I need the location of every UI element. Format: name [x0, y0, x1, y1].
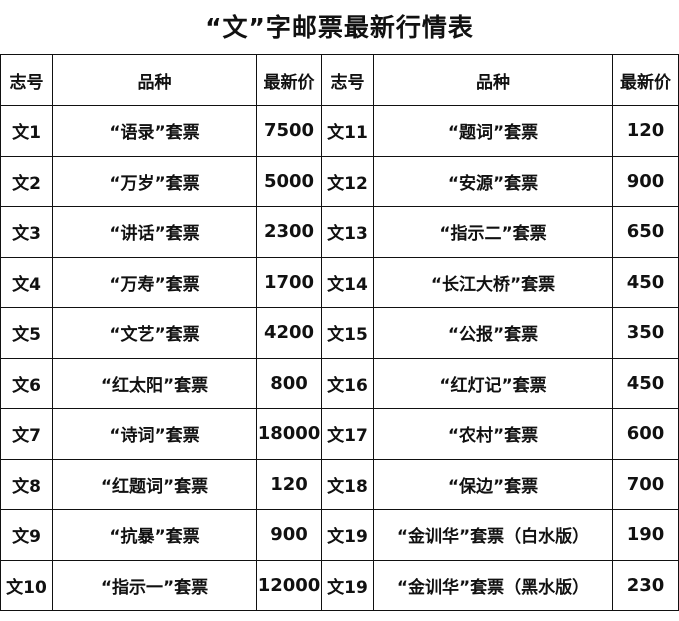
stamp-price: 800 — [256, 357, 322, 409]
stamp-variety: “金训华”套票（白水版） — [373, 509, 613, 561]
stamp-variety: “安源”套票 — [373, 155, 613, 207]
stamp-code: 文13 — [321, 206, 374, 258]
header-row: 志号 品种 最新价 志号 品种 最新价 — [0, 54, 679, 106]
stamp-variety: “保边”套票 — [373, 458, 613, 510]
stamp-code: 文2 — [0, 155, 53, 207]
stamp-code: 文3 — [0, 206, 53, 258]
stamp-code: 文7 — [0, 408, 53, 460]
stamp-price: 5000 — [256, 155, 322, 207]
header-variety: 品种 — [373, 54, 613, 106]
stamp-price: 120 — [256, 458, 322, 510]
stamp-code: 文17 — [321, 408, 374, 460]
stamp-price: 900 — [612, 155, 679, 207]
stamp-variety: “抗暴”套票 — [52, 509, 257, 561]
stamp-variety: “红太阳”套票 — [52, 357, 257, 409]
stamp-variety: “红灯记”套票 — [373, 357, 613, 409]
stamp-price: 650 — [612, 206, 679, 258]
stamp-price: 12000 — [256, 559, 322, 611]
stamp-price: 450 — [612, 256, 679, 308]
header-code: 志号 — [0, 54, 53, 106]
stamp-variety: “红题词”套票 — [52, 458, 257, 510]
stamp-price: 350 — [612, 307, 679, 359]
table-row: 文7 “诗词”套票 18000 文17 “农村”套票 600 — [0, 408, 679, 460]
stamp-code: 文18 — [321, 458, 374, 510]
stamp-price: 120 — [612, 105, 679, 157]
stamp-code: 文6 — [0, 357, 53, 409]
header-variety: 品种 — [52, 54, 257, 106]
table-row: 文10 “指示一”套票 12000 文19 “金训华”套票（黑水版） 230 — [0, 559, 679, 611]
table-row: 文3 “讲话”套票 2300 文13 “指示二”套票 650 — [0, 206, 679, 258]
stamp-variety: “语录”套票 — [52, 105, 257, 157]
stamp-code: 文19 — [321, 559, 374, 611]
table-row: 文4 “万寿”套票 1700 文14 “长江大桥”套票 450 — [0, 256, 679, 308]
stamp-code: 文10 — [0, 559, 53, 611]
stamp-variety: “指示一”套票 — [52, 559, 257, 611]
stamp-code: 文15 — [321, 307, 374, 359]
header-price: 最新价 — [612, 54, 679, 106]
stamp-variety: “农村”套票 — [373, 408, 613, 460]
stamp-code: 文16 — [321, 357, 374, 409]
stamp-price: 4200 — [256, 307, 322, 359]
stamp-code: 文14 — [321, 256, 374, 308]
stamp-price: 190 — [612, 509, 679, 561]
stamp-variety: “诗词”套票 — [52, 408, 257, 460]
stamp-price: 600 — [612, 408, 679, 460]
header-code: 志号 — [321, 54, 374, 106]
header-price: 最新价 — [256, 54, 322, 106]
stamp-price: 2300 — [256, 206, 322, 258]
table-row: 文1 “语录”套票 7500 文11 “题词”套票 120 — [0, 105, 679, 157]
table-row: 文9 “抗暴”套票 900 文19 “金训华”套票（白水版） 190 — [0, 509, 679, 561]
stamp-price: 18000 — [256, 408, 322, 460]
stamp-code: 文19 — [321, 509, 374, 561]
stamp-price: 1700 — [256, 256, 322, 308]
page-title: “文”字邮票最新行情表 — [205, 13, 474, 42]
stamp-variety: “公报”套票 — [373, 307, 613, 359]
stamp-code: 文5 — [0, 307, 53, 359]
stamp-variety: “指示二”套票 — [373, 206, 613, 258]
stamp-code: 文9 — [0, 509, 53, 561]
table-row: 文2 “万岁”套票 5000 文12 “安源”套票 900 — [0, 155, 679, 207]
stamp-variety: “文艺”套票 — [52, 307, 257, 359]
stamp-code: 文12 — [321, 155, 374, 207]
stamp-price: 700 — [612, 458, 679, 510]
stamp-price: 900 — [256, 509, 322, 561]
table-row: 文6 “红太阳”套票 800 文16 “红灯记”套票 450 — [0, 357, 679, 409]
stamp-variety: “万岁”套票 — [52, 155, 257, 207]
stamp-variety: “金训华”套票（黑水版） — [373, 559, 613, 611]
stamp-price: 450 — [612, 357, 679, 409]
stamp-code: 文11 — [321, 105, 374, 157]
stamp-variety: “讲话”套票 — [52, 206, 257, 258]
stamp-price: 7500 — [256, 105, 322, 157]
table-row: 文5 “文艺”套票 4200 文15 “公报”套票 350 — [0, 307, 679, 359]
stamp-variety: “长江大桥”套票 — [373, 256, 613, 308]
stamp-code: 文1 — [0, 105, 53, 157]
stamp-code: 文4 — [0, 256, 53, 308]
stamp-price: 230 — [612, 559, 679, 611]
stamp-price-table: 志号 品种 最新价 志号 品种 最新价 文1 “语录”套票 7500 文11 “题词”套… — [0, 54, 679, 611]
stamp-variety: “题词”套票 — [373, 105, 613, 157]
stamp-code: 文8 — [0, 458, 53, 510]
table-row: 文8 “红题词”套票 120 文18 “保边”套票 700 — [0, 458, 679, 510]
stamp-variety: “万寿”套票 — [52, 256, 257, 308]
